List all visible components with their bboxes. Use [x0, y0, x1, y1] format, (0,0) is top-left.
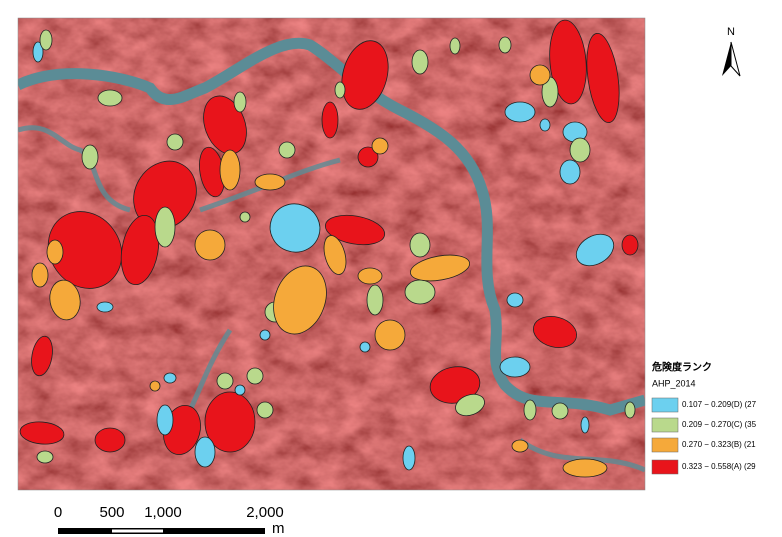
- arrow-left: [722, 42, 731, 76]
- landslide-polygon: [405, 280, 435, 304]
- legend-label: 0.323 − 0.558(A) (29: [682, 462, 756, 471]
- landslide-polygon: [412, 50, 428, 74]
- landslide-polygon: [217, 373, 233, 389]
- legend-label: 0.107 − 0.209(D) (27: [682, 400, 757, 409]
- page: N 危険度ランク AHP_2014 0.107 − 0.209(D) (270.…: [0, 0, 782, 537]
- landslide-polygon: [358, 268, 382, 284]
- legend-swatch: [652, 398, 678, 412]
- landslide-polygon: [540, 119, 550, 131]
- landslide-polygon: [255, 174, 285, 190]
- north-label: N: [727, 26, 735, 38]
- landslide-polygon: [524, 400, 536, 420]
- landslide-polygon: [279, 142, 295, 158]
- landslide-polygon: [335, 82, 345, 98]
- legend-label: 0.209 − 0.270(C) (35: [682, 420, 757, 429]
- landslide-polygon: [450, 38, 460, 54]
- scale-label: 2,000: [246, 504, 284, 521]
- landslide-polygon: [367, 285, 383, 315]
- landslide-polygon: [581, 417, 589, 433]
- landslide-polygon: [234, 92, 246, 112]
- landslide-polygon: [47, 240, 63, 264]
- landslide-polygon: [40, 30, 52, 50]
- landslide-polygon: [505, 102, 535, 122]
- landslide-polygon: [195, 437, 215, 467]
- legend: 0.107 − 0.209(D) (27 0.209 − 0.270(C) (35…: [652, 398, 757, 474]
- landslide-polygon: [375, 320, 405, 350]
- landslide-polygon: [164, 373, 176, 383]
- scale-label: 500: [99, 504, 124, 521]
- landslide-polygon: [560, 160, 580, 184]
- landslide-polygon: [322, 102, 338, 138]
- legend-title: 危険度ランク: [652, 361, 712, 374]
- landslide-polygon: [32, 263, 48, 287]
- landslide-polygon: [150, 381, 160, 391]
- landslide-polygon: [552, 403, 568, 419]
- landslide-polygon: [499, 37, 511, 53]
- landslide-polygon: [220, 150, 240, 190]
- legend-swatch: [652, 438, 678, 452]
- scale-label: 0: [54, 504, 62, 521]
- landslide-polygon: [563, 459, 607, 477]
- landslide-polygon: [500, 357, 530, 377]
- map: [18, 18, 645, 490]
- landslide-polygon: [82, 145, 98, 169]
- north-arrow: N: [722, 26, 740, 76]
- landslide-polygon: [97, 302, 113, 312]
- landslide-polygon: [247, 368, 263, 384]
- legend-label: 0.270 − 0.323(B) (21: [682, 440, 756, 449]
- arrow-right: [731, 42, 740, 76]
- landslide-polygon: [512, 440, 528, 452]
- scale-unit: m: [272, 520, 285, 537]
- landslide-polygon: [235, 385, 245, 395]
- legend-swatch: [652, 418, 678, 432]
- landslide-polygon: [410, 233, 430, 257]
- landslide-polygon: [622, 235, 638, 255]
- landslide-polygon: [257, 402, 273, 418]
- scale-bar-segment: [112, 530, 163, 533]
- landslide-polygon: [157, 405, 173, 435]
- landslide-polygon: [507, 293, 523, 307]
- legend-subtitle: AHP_2014: [652, 378, 696, 388]
- legend-swatch: [652, 460, 678, 474]
- landslide-polygon: [195, 230, 225, 260]
- landslide-polygon: [95, 428, 125, 452]
- landslide-polygon: [530, 65, 550, 85]
- landslide-polygon: [625, 402, 635, 418]
- landslide-polygon: [372, 138, 388, 154]
- landslide-polygon: [240, 212, 250, 222]
- landslide-polygon: [403, 446, 415, 470]
- landslide-polygon: [260, 330, 270, 340]
- landslide-polygon: [570, 138, 590, 162]
- landslide-polygon: [360, 342, 370, 352]
- landslide-polygon: [98, 90, 122, 106]
- landslide-polygon: [37, 451, 53, 463]
- landslide-polygon: [167, 134, 183, 150]
- scale-label: 1,000: [144, 504, 182, 521]
- landslide-polygon: [155, 207, 175, 247]
